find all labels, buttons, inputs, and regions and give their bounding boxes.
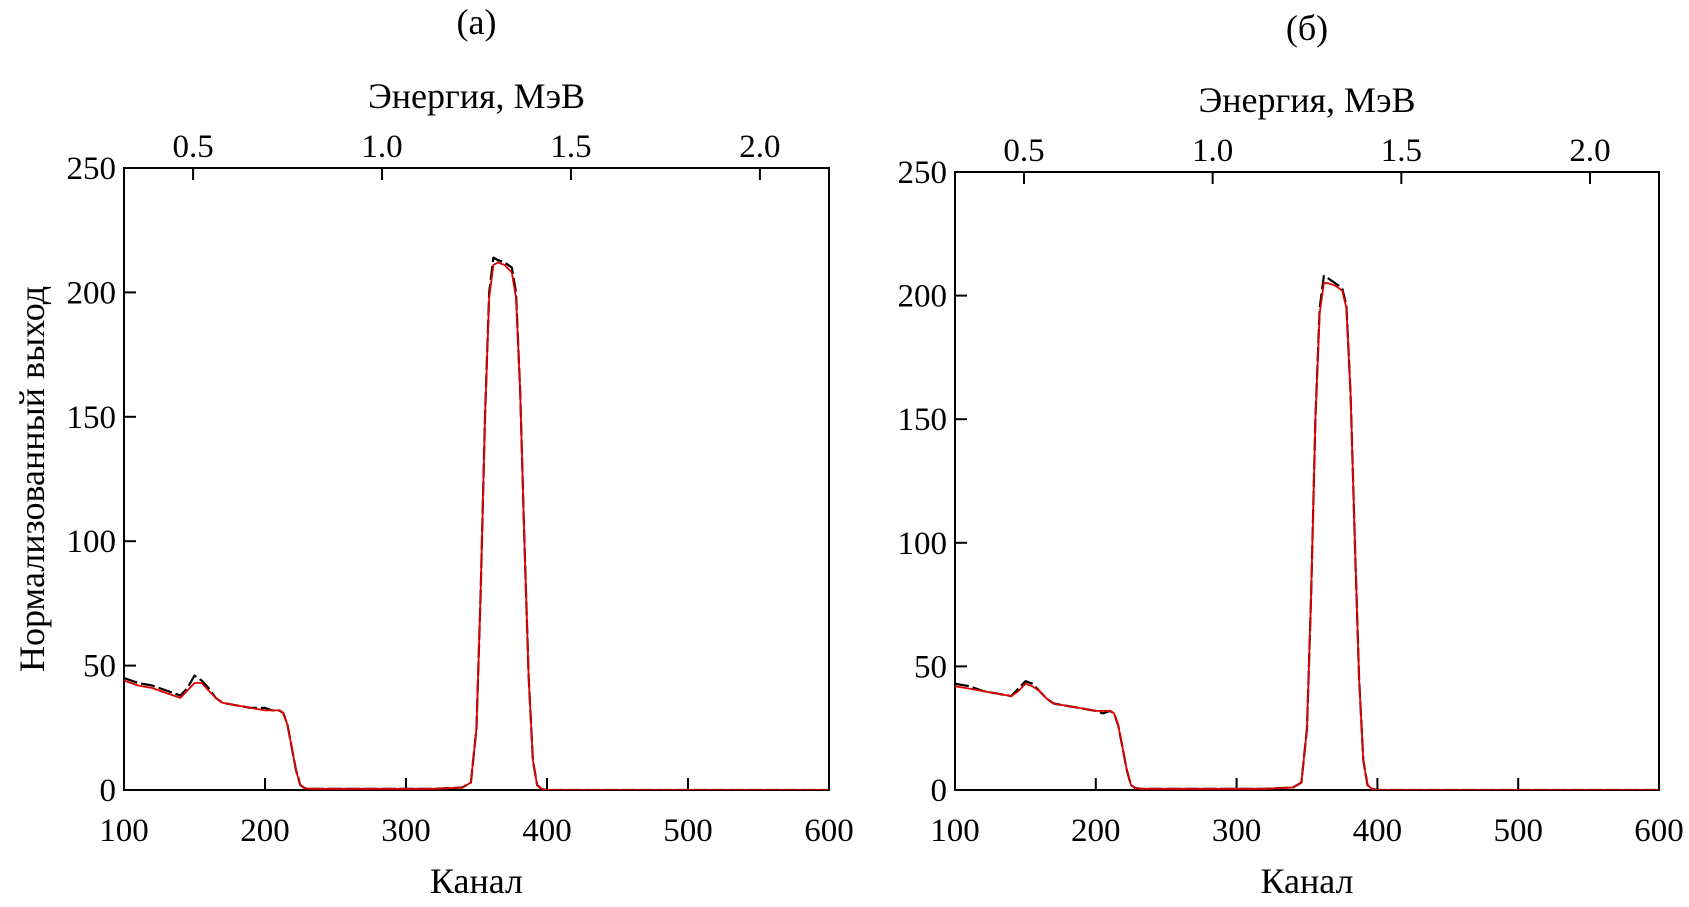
y-tick-label: 0: [931, 773, 948, 809]
x-tick-label: 600: [804, 813, 854, 849]
x-axis-title: Канал: [1260, 861, 1353, 901]
x-tick-label: 500: [1493, 813, 1543, 849]
panel-label: (б): [1286, 8, 1328, 48]
panel-label: (а): [457, 2, 497, 42]
chart-panel-1: (б) Энергия, МэВ Канал 100 200 300 400 500 600 0 5…: [898, 8, 1684, 901]
top-tick-label: 2.0: [1569, 133, 1610, 169]
top-axis-title: Энергия, МэВ: [368, 76, 585, 116]
y-tick-label: 100: [67, 524, 117, 560]
x-tick-label: 500: [663, 813, 713, 849]
plot-frame: [123, 167, 830, 791]
y-tick-label: 0: [100, 773, 117, 809]
x-tick-label: 600: [1634, 813, 1684, 849]
x-tick-label: 200: [1071, 813, 1121, 849]
plot-frame: [954, 171, 1660, 791]
top-tick-label: 0.5: [172, 129, 213, 165]
y-tick-label: 100: [898, 526, 948, 562]
x-tick-label: 300: [1212, 813, 1262, 849]
y-tick-label: 50: [914, 649, 947, 685]
top-tick-label: 0.5: [1003, 133, 1044, 169]
x-tick-label: 200: [240, 813, 290, 849]
series-line-fit: [124, 261, 829, 790]
top-tick-label: 2.0: [739, 129, 780, 165]
y-axis-title: Нормализованный выход: [12, 286, 52, 672]
x-axis-title: Канал: [430, 861, 523, 901]
x-tick-label: 300: [381, 813, 431, 849]
chart-panel-0: (а) Энергия, МэВ Канал Нормализованный выхо…: [12, 2, 854, 901]
top-tick-label: 1.5: [1381, 133, 1422, 169]
y-tick-label: 200: [898, 279, 948, 315]
y-tick-label: 150: [898, 402, 948, 438]
series-line-fit: [955, 282, 1659, 790]
x-tick-label: 100: [930, 813, 980, 849]
top-tick-label: 1.5: [550, 129, 591, 165]
top-axis-title: Энергия, МэВ: [1198, 80, 1415, 120]
x-tick-label: 400: [522, 813, 572, 849]
y-tick-label: 50: [83, 649, 116, 685]
top-tick-label: 1.0: [361, 129, 402, 165]
top-tick-label: 1.0: [1192, 133, 1233, 169]
x-tick-label: 100: [99, 813, 149, 849]
y-tick-label: 150: [67, 400, 117, 436]
y-tick-label: 250: [67, 151, 117, 187]
y-tick-label: 200: [67, 275, 117, 311]
y-tick-label: 250: [898, 155, 948, 191]
x-tick-label: 400: [1353, 813, 1403, 849]
